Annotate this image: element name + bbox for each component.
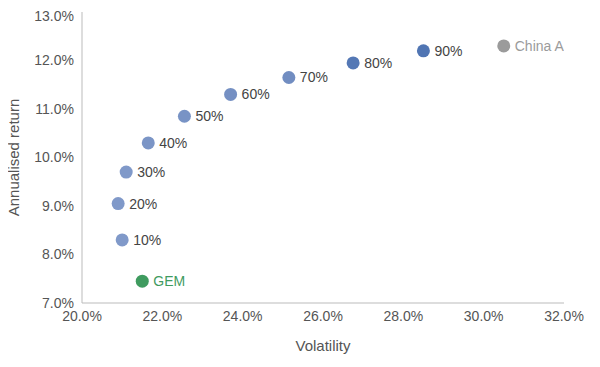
svg-text:China A: China A — [515, 38, 564, 54]
svg-text:40%: 40% — [159, 135, 187, 151]
svg-text:GEM: GEM — [153, 273, 185, 289]
svg-text:12.0%: 12.0% — [34, 52, 74, 68]
svg-text:26.0%: 26.0% — [303, 308, 343, 324]
svg-text:10.0%: 10.0% — [34, 149, 74, 165]
svg-text:50%: 50% — [195, 108, 223, 124]
svg-text:90%: 90% — [434, 43, 462, 59]
svg-text:20.0%: 20.0% — [62, 307, 102, 324]
svg-text:80%: 80% — [364, 55, 392, 71]
svg-text:28.0%: 28.0% — [383, 308, 423, 324]
svg-text:10%: 10% — [133, 232, 161, 248]
svg-text:30%: 30% — [137, 164, 165, 180]
svg-text:60%: 60% — [242, 86, 270, 102]
svg-text:11.0%: 11.0% — [35, 101, 74, 117]
svg-text:20%: 20% — [129, 196, 157, 212]
svg-text:32.0%: 32.0% — [544, 308, 584, 324]
svg-text:13.0%: 13.0% — [34, 8, 74, 24]
svg-text:30.0%: 30.0% — [464, 308, 504, 324]
svg-text:8.0%: 8.0% — [42, 246, 74, 262]
svg-text:9.0%: 9.0% — [42, 198, 74, 214]
svg-text:Volatility: Volatility — [295, 337, 351, 354]
svg-text:7.0%: 7.0% — [42, 295, 74, 311]
svg-text:22.0%: 22.0% — [142, 308, 182, 324]
svg-text:24.0%: 24.0% — [223, 308, 263, 324]
svg-text:Annualised return: Annualised return — [8, 99, 22, 217]
svg-text:70%: 70% — [300, 69, 328, 85]
